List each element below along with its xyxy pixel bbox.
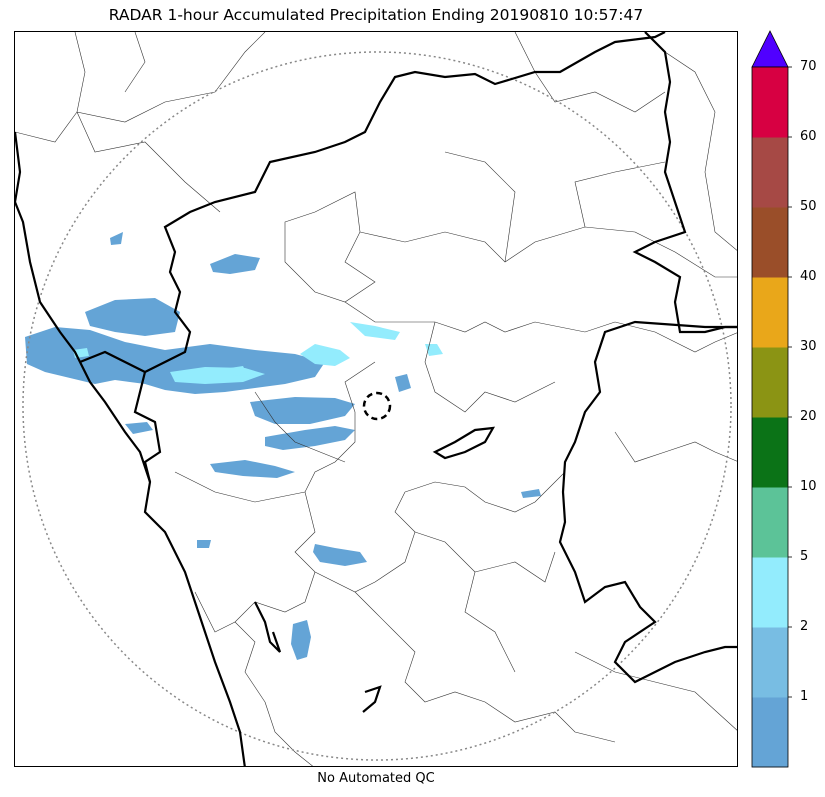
district-line — [424, 321, 556, 413]
state-border — [432, 426, 496, 460]
colorbar-bin — [752, 557, 788, 628]
district-line — [294, 361, 416, 593]
district-line — [574, 651, 737, 731]
colorbar-svg — [751, 30, 792, 768]
colorbar-bin — [752, 487, 788, 558]
colorbar-tick-label: 30 — [800, 339, 817, 354]
colorbar-tick-label: 1 — [800, 689, 809, 704]
precipitation-echoes — [25, 232, 541, 660]
state-boundaries — [15, 32, 737, 766]
precip-cell — [210, 460, 295, 478]
precip-cell — [265, 426, 355, 450]
precip-cell — [291, 620, 311, 660]
colorbar-bin — [752, 417, 788, 488]
colorbar-tick-label: 60 — [800, 129, 817, 144]
precip-cell — [125, 422, 153, 434]
state-border — [362, 685, 382, 713]
district-line — [354, 591, 616, 743]
colorbar-extend-arrow — [751, 30, 789, 68]
colorbar-bin — [752, 627, 788, 698]
chart-title: RADAR 1-hour Accumulated Precipitation E… — [108, 6, 644, 24]
precip-cell — [521, 489, 541, 498]
precip-cell — [350, 322, 400, 340]
precip-cell — [197, 540, 211, 548]
district-line — [614, 431, 737, 463]
state-border — [79, 32, 666, 374]
district-line — [174, 471, 306, 503]
radar-range-ring — [22, 51, 732, 761]
radar-site-marker — [362, 391, 392, 421]
precip-cell — [85, 298, 180, 336]
district-line — [344, 301, 616, 333]
district-line — [574, 161, 666, 228]
district-line — [15, 111, 78, 143]
district-line — [474, 551, 556, 583]
colorbar-tick-label: 2 — [800, 619, 809, 634]
colorbar-bin — [752, 347, 788, 418]
colorbar-tick-label: 20 — [800, 409, 817, 424]
coastline — [15, 131, 246, 766]
district-line — [76, 111, 221, 213]
precip-cell — [230, 366, 247, 376]
radar-map — [14, 31, 738, 767]
district-line — [414, 531, 516, 673]
colorbar — [751, 30, 792, 768]
precip-cell — [313, 544, 367, 566]
district-line — [664, 51, 737, 251]
precip-cell — [300, 344, 350, 366]
colorbar-tick-label: 10 — [800, 479, 817, 494]
district-line — [359, 226, 737, 278]
precip-cell — [210, 254, 260, 274]
state-border — [558, 320, 737, 684]
district-line — [444, 151, 516, 263]
colorbar-bin — [752, 697, 788, 768]
district-line — [254, 391, 346, 463]
colorbar-tick-label: 5 — [800, 549, 809, 564]
district-line — [264, 701, 313, 766]
district-line — [404, 471, 566, 513]
precip-cell — [425, 344, 443, 356]
precip-cell — [395, 374, 411, 392]
colorbar-tick-label: 50 — [800, 199, 817, 214]
state-border — [632, 32, 737, 334]
district-line — [514, 32, 666, 113]
state-border — [133, 371, 162, 483]
precip-cell — [25, 327, 325, 394]
district-line — [74, 32, 266, 123]
colorbar-bin — [752, 137, 788, 208]
district-line — [284, 191, 376, 303]
map-svg — [15, 32, 737, 766]
state-border — [254, 601, 282, 653]
district-line — [194, 591, 236, 633]
district-boundaries — [15, 32, 737, 766]
district-line — [614, 321, 737, 353]
colorbar-bin — [752, 67, 788, 138]
district-line — [124, 32, 146, 93]
colorbar-bin — [752, 207, 788, 278]
qc-note: No Automated QC — [317, 771, 435, 786]
colorbar-bin — [752, 277, 788, 348]
colorbar-tick-label: 70 — [800, 59, 817, 74]
precip-cell — [110, 232, 123, 245]
district-line — [234, 571, 316, 703]
precip-cell — [250, 397, 355, 424]
colorbar-tick-label: 40 — [800, 269, 817, 284]
